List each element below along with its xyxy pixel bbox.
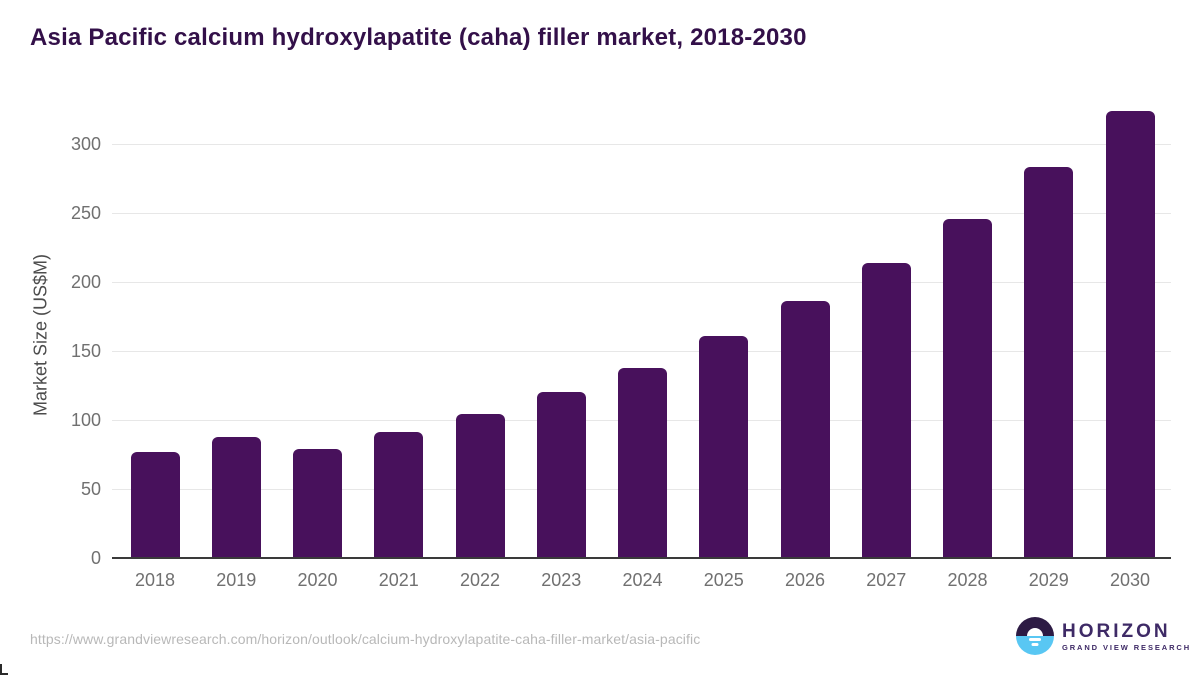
- x-axis-tick-label: 2020: [297, 570, 338, 590]
- bar-2028: [943, 218, 992, 558]
- gridline: [112, 351, 1171, 352]
- gridline: [112, 144, 1171, 145]
- x-axis-tick-label: 2019: [216, 570, 257, 590]
- horizon-sun-icon: [1016, 617, 1054, 655]
- x-axis-tick-label: 2022: [459, 570, 501, 590]
- bar-2026: [780, 301, 830, 558]
- bar-2030: [1105, 110, 1155, 558]
- gridline: [112, 282, 1171, 283]
- x-axis-tick-label: 2030: [1109, 570, 1151, 590]
- x-axis-tick-label: 2028: [947, 570, 988, 590]
- bar-2025: [699, 335, 749, 558]
- y-axis-tick-label: 200: [70, 272, 101, 292]
- x-axis-tick-label: 2023: [541, 570, 582, 590]
- y-axis-tick-label: 50: [80, 479, 101, 499]
- x-axis-tick-label: 2024: [622, 570, 663, 590]
- y-axis-tick-label: 250: [70, 203, 101, 223]
- logo-name: HORIZON: [1062, 620, 1171, 642]
- chart-title: Asia Pacific calcium hydroxylapatite (ca…: [30, 24, 807, 51]
- source-url: https://www.grandviewresearch.com/horizo…: [30, 631, 701, 647]
- horizon-logo: HORIZON GRAND VIEW RESEARCH: [1016, 617, 1191, 655]
- cropped-corner-artifact: [0, 664, 8, 675]
- y-axis-tick-label: 300: [70, 134, 101, 154]
- sun-reflection-line: [1029, 638, 1041, 641]
- gridline: [112, 213, 1171, 214]
- bar-2029: [1024, 167, 1074, 558]
- x-axis-tick-label: 2025: [703, 570, 744, 590]
- bar-2023: [536, 392, 586, 558]
- y-axis-tick-label: 100: [70, 410, 101, 430]
- logo-text: HORIZON GRAND VIEW RESEARCH: [1062, 621, 1191, 652]
- x-axis-line: [112, 557, 1171, 559]
- sun-reflection-line: [1031, 643, 1039, 646]
- bar-2021: [374, 432, 424, 558]
- bar-2018: [130, 451, 180, 558]
- bar-2027: [861, 262, 911, 558]
- sun-glyph: [1027, 628, 1043, 636]
- bar-2019: [211, 436, 261, 558]
- x-axis-tick-label: 2027: [866, 570, 907, 590]
- x-axis-tick-label: 2029: [1028, 570, 1069, 590]
- x-axis-tick-label: 2026: [784, 570, 826, 590]
- y-axis-tick-label: 0: [90, 548, 101, 568]
- y-axis-tick-label: 150: [70, 341, 101, 361]
- bar-2020: [293, 448, 342, 558]
- bar-2024: [618, 367, 667, 558]
- logo-subtitle: GRAND VIEW RESEARCH: [1062, 642, 1192, 652]
- x-axis-tick-label: 2018: [134, 570, 176, 590]
- x-axis-tick-label: 2021: [378, 570, 419, 590]
- bar-2022: [455, 414, 505, 558]
